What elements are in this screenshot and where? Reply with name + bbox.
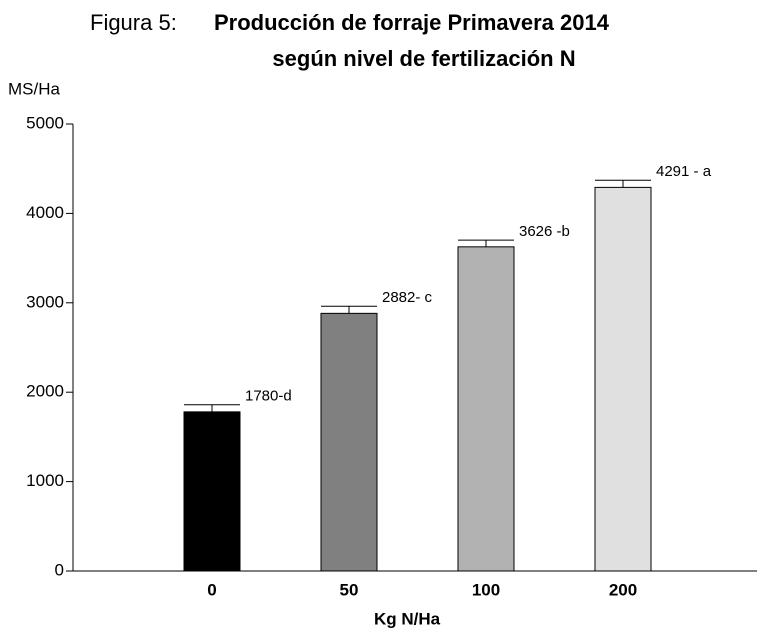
- figure-label: Figura 5:: [90, 10, 177, 35]
- y-tick-label: 5000: [26, 113, 64, 132]
- value-label: 4291 - a: [656, 163, 712, 180]
- x-tick-label: 0: [207, 580, 216, 599]
- x-tick-label: 200: [609, 580, 637, 599]
- x-tick-label: 100: [472, 580, 500, 599]
- y-tick-label: 2000: [26, 382, 64, 401]
- y-tick-label: 3000: [26, 292, 64, 311]
- y-axis-label: MS/Ha: [8, 79, 61, 98]
- value-label: 1780-d: [245, 388, 292, 405]
- y-tick-label: 4000: [26, 203, 64, 222]
- bar: [183, 411, 241, 572]
- y-tick-label: 1000: [26, 471, 64, 490]
- chart-subtitle: según nivel de fertilización N: [272, 46, 575, 71]
- value-label: 3626 -b: [519, 223, 570, 240]
- bar: [594, 186, 652, 572]
- value-label: 2882- c: [382, 289, 433, 306]
- bar: [457, 246, 515, 572]
- x-tick-label: 50: [340, 580, 359, 599]
- x-axis-label: Kg N/Ha: [374, 609, 441, 628]
- chart-title: Producción de forraje Primavera 2014: [214, 10, 610, 35]
- bar: [320, 312, 378, 572]
- y-tick-label: 0: [55, 560, 64, 579]
